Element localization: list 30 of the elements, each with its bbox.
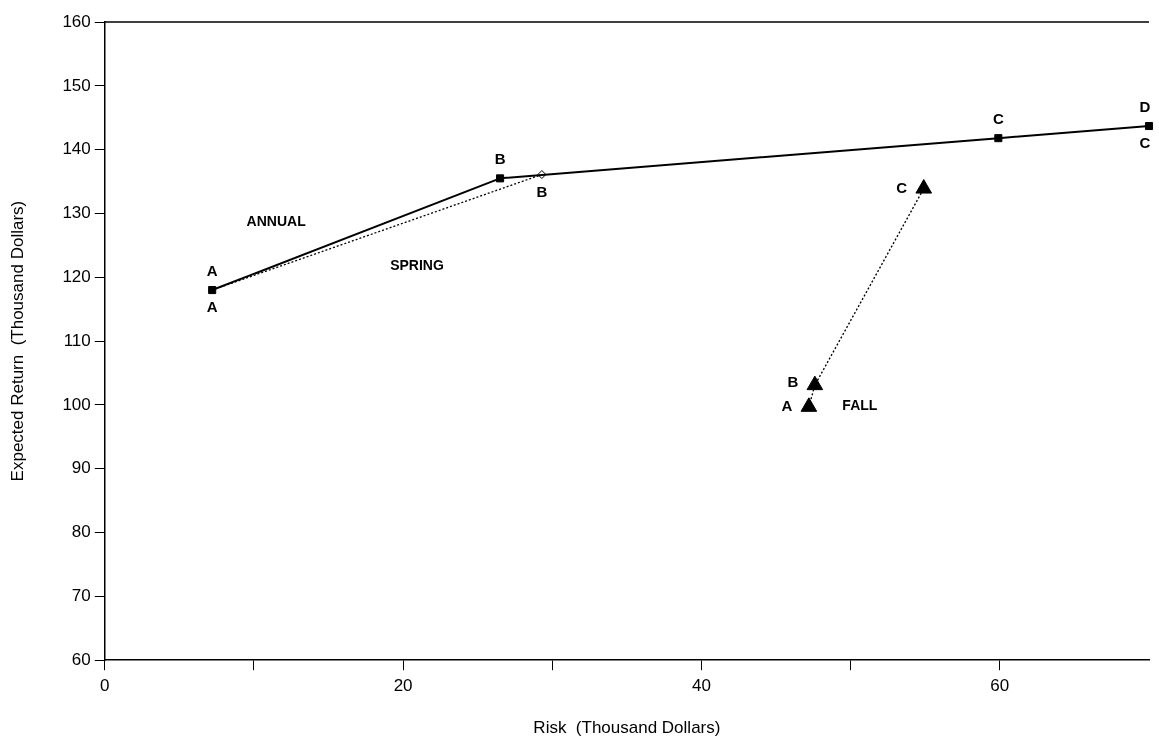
y-tick-label: 70 [71,586,91,606]
y-tick-label: 60 [71,649,91,669]
annotation: C [1139,134,1151,152]
series-label: SPRING [390,257,444,274]
x-tick-label: 60 [990,676,1010,696]
annotation: B [787,373,799,391]
y-tick-label: 140 [62,139,91,159]
series-label: FALL [842,396,878,413]
annotation: A [781,396,793,414]
y-tick-label: 110 [63,330,91,350]
y-tick-label: 80 [71,522,91,542]
annotation: A [206,262,218,280]
x-tick-label: 20 [393,676,413,696]
annotation: A [206,298,218,316]
y-tick-label: 100 [62,394,91,414]
annotation: C [896,178,908,196]
y-tick-label: 150 [62,75,91,95]
annotation: B [536,182,548,200]
y-tick-label: 130 [62,203,91,223]
x-tick-label: 40 [692,676,711,696]
x-axis-title: Risk (Thousand Dollars) [533,718,721,738]
annotation: B [494,150,506,168]
series-label: ANNUAL [246,213,307,230]
y-tick-label: 120 [62,266,91,286]
x-tick-label: 0 [100,676,110,696]
annotation: D [1139,98,1151,116]
annotation: C [992,110,1004,128]
y-tick-label: 90 [71,458,91,478]
y-tick-label: 160 [62,11,91,31]
y-axis-title: Expected Return (Thousand Dollars) [7,200,27,482]
